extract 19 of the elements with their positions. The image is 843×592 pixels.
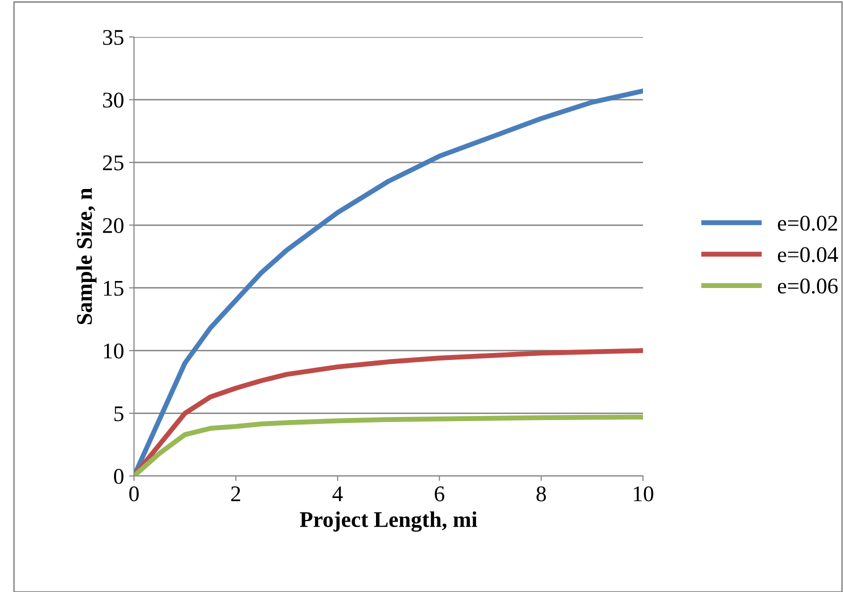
- x-tick-label: 8: [536, 486, 546, 502]
- x-tick-label: 10: [634, 486, 654, 502]
- y-tick-label: 15: [104, 280, 124, 296]
- y-tick-label: 30: [103, 92, 124, 108]
- y-axis-title: Sample Size, n: [76, 188, 96, 324]
- y-tick-label: 0: [114, 468, 124, 484]
- y-tick-label: 10: [104, 344, 124, 358]
- x-axis-title: Project Length, mi: [300, 511, 478, 532]
- x-tick-label: 0: [129, 486, 139, 502]
- x-tick-label: 4: [332, 486, 343, 502]
- y-tick-label: 35: [103, 30, 124, 45]
- legend-label: e=0.06: [778, 278, 838, 294]
- legend-label: e=0.04: [778, 247, 838, 262]
- x-tick-label: 2: [231, 486, 240, 502]
- y-tick-label: 20: [103, 218, 124, 234]
- y-tick-label: 5: [114, 406, 124, 422]
- x-tick-label: 6: [434, 486, 444, 502]
- y-tick-label: 25: [103, 155, 124, 170]
- legend-label: e=0.02: [778, 216, 838, 231]
